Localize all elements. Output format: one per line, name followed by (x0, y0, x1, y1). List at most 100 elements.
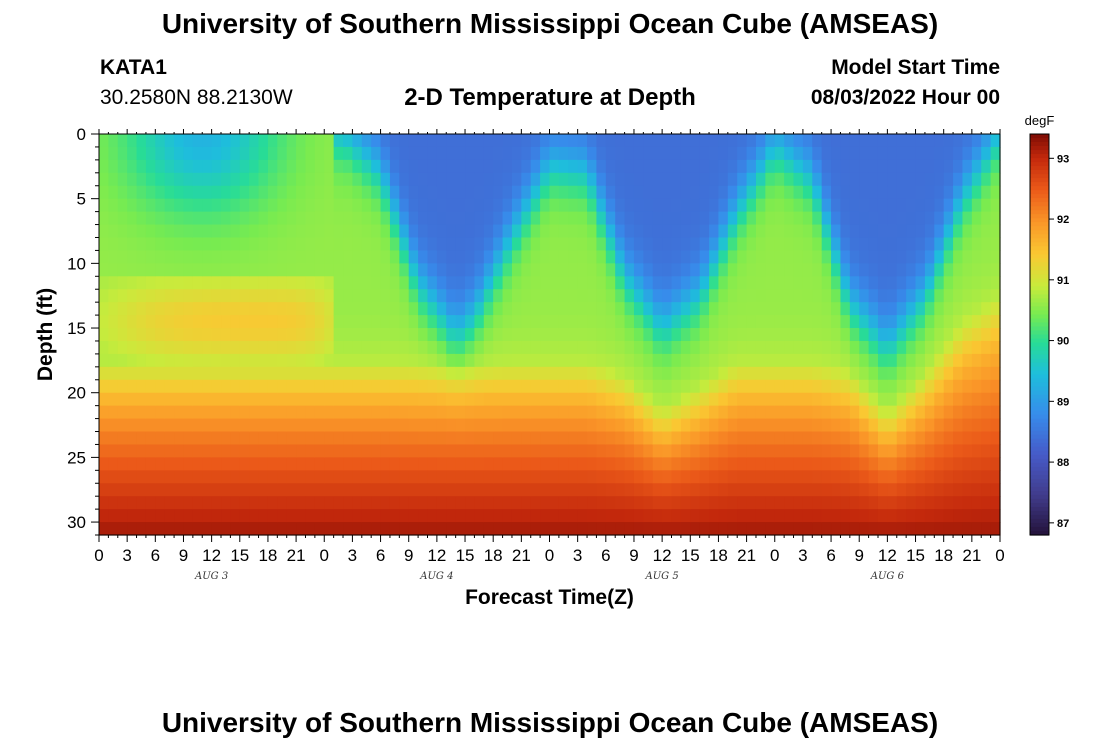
heatmap-cell (455, 134, 466, 148)
heatmap-cell (427, 457, 438, 471)
heatmap-cell (662, 470, 673, 484)
heatmap-cell (502, 522, 513, 536)
heatmap-cell (652, 237, 663, 252)
heatmap-cell (774, 289, 785, 303)
heatmap-cell (333, 250, 344, 264)
x-tick-label: 0 (94, 546, 103, 565)
heatmap-cell (662, 392, 673, 407)
heatmap-cell (474, 405, 485, 420)
heatmap-cell (455, 159, 466, 174)
colorbar-cell (1030, 458, 1049, 464)
colorbar-cell (1030, 434, 1049, 440)
heatmap-cell (690, 211, 701, 226)
heatmap-cell (530, 250, 541, 264)
heatmap-cell (699, 366, 710, 381)
heatmap-cell (784, 444, 795, 458)
heatmap-cell (436, 483, 447, 497)
heatmap-cell (202, 379, 213, 394)
heatmap-cell (587, 483, 598, 497)
heatmap-cell (99, 276, 109, 290)
heatmap-cell (408, 379, 419, 394)
heatmap-cell (108, 509, 119, 523)
heatmap-cell (924, 457, 935, 471)
heatmap-cell (849, 146, 860, 161)
heatmap-cell (136, 509, 147, 523)
heatmap-cell (812, 146, 823, 161)
heatmap-cell (230, 328, 241, 342)
heatmap-cell (680, 509, 691, 523)
heatmap-cell (624, 289, 635, 303)
heatmap-cell (802, 470, 813, 484)
heatmap-cell (192, 483, 203, 497)
heatmap-cell (690, 328, 701, 342)
heatmap-cell (990, 405, 1001, 420)
heatmap-cell (399, 263, 410, 277)
heatmap-cell (577, 185, 588, 200)
heatmap-cell (652, 353, 663, 368)
heatmap-cell (821, 328, 832, 342)
heatmap-cell (239, 302, 250, 316)
heatmap-cell (587, 470, 598, 484)
heatmap-cell (511, 353, 522, 368)
heatmap-cell (361, 237, 372, 252)
heatmap-cell (568, 509, 579, 523)
heatmap-cell (343, 237, 354, 252)
x-tick-label: 18 (709, 546, 728, 565)
heatmap-cell (709, 172, 720, 187)
x-tick-label: 0 (545, 546, 554, 565)
heatmap-cell (727, 198, 738, 213)
heatmap-cell (202, 522, 213, 536)
heatmap-cell (981, 159, 992, 174)
heatmap-cell (971, 353, 982, 368)
heatmap-cell (117, 509, 128, 523)
heatmap-cell (389, 353, 400, 368)
heatmap-cell (446, 405, 457, 420)
heatmap-cell (286, 134, 297, 148)
heatmap-cell (840, 431, 851, 446)
heatmap-cell (859, 457, 870, 471)
heatmap-cell (211, 172, 222, 187)
heatmap-cell (624, 172, 635, 187)
heatmap-cell (596, 379, 607, 394)
heatmap-cell (990, 470, 1001, 484)
heatmap-cell (868, 302, 879, 316)
heatmap-cell (568, 340, 579, 355)
heatmap-cell (305, 496, 316, 510)
heatmap-cell (155, 522, 166, 536)
heatmap-cell (465, 134, 476, 148)
heatmap-cell (465, 289, 476, 303)
heatmap-cell (389, 483, 400, 497)
heatmap-cell (709, 159, 720, 174)
heatmap-cell (511, 134, 522, 148)
heatmap-cell (474, 289, 485, 303)
heatmap-cell (699, 379, 710, 394)
heatmap-cell (380, 483, 391, 497)
heatmap-cell (99, 263, 109, 277)
heatmap-cell (915, 134, 926, 148)
heatmap-cell (896, 509, 907, 523)
heatmap-cell (380, 340, 391, 355)
heatmap-cell (605, 185, 616, 200)
heatmap-cell (530, 496, 541, 510)
heatmap-cell (812, 276, 823, 290)
heatmap-cell (127, 159, 138, 174)
heatmap-cell (436, 340, 447, 355)
heatmap-cell (389, 328, 400, 342)
heatmap-cell (596, 250, 607, 264)
heatmap-cell (249, 353, 260, 368)
heatmap-cell (746, 457, 757, 471)
heatmap-cell (868, 134, 879, 148)
heatmap-cell (990, 418, 1001, 433)
heatmap-cell (343, 379, 354, 394)
heatmap-cell (558, 276, 569, 290)
heatmap-cell (267, 172, 278, 187)
heatmap-cell (408, 263, 419, 277)
heatmap-cell (971, 146, 982, 161)
heatmap-cell (296, 353, 307, 368)
heatmap-cell (399, 315, 410, 329)
y-axis-label: Depth (ft) (34, 288, 57, 381)
heatmap-cell (239, 496, 250, 510)
heatmap-cell (802, 392, 813, 407)
heatmap-cell (352, 509, 363, 523)
heatmap-cell (258, 315, 269, 329)
